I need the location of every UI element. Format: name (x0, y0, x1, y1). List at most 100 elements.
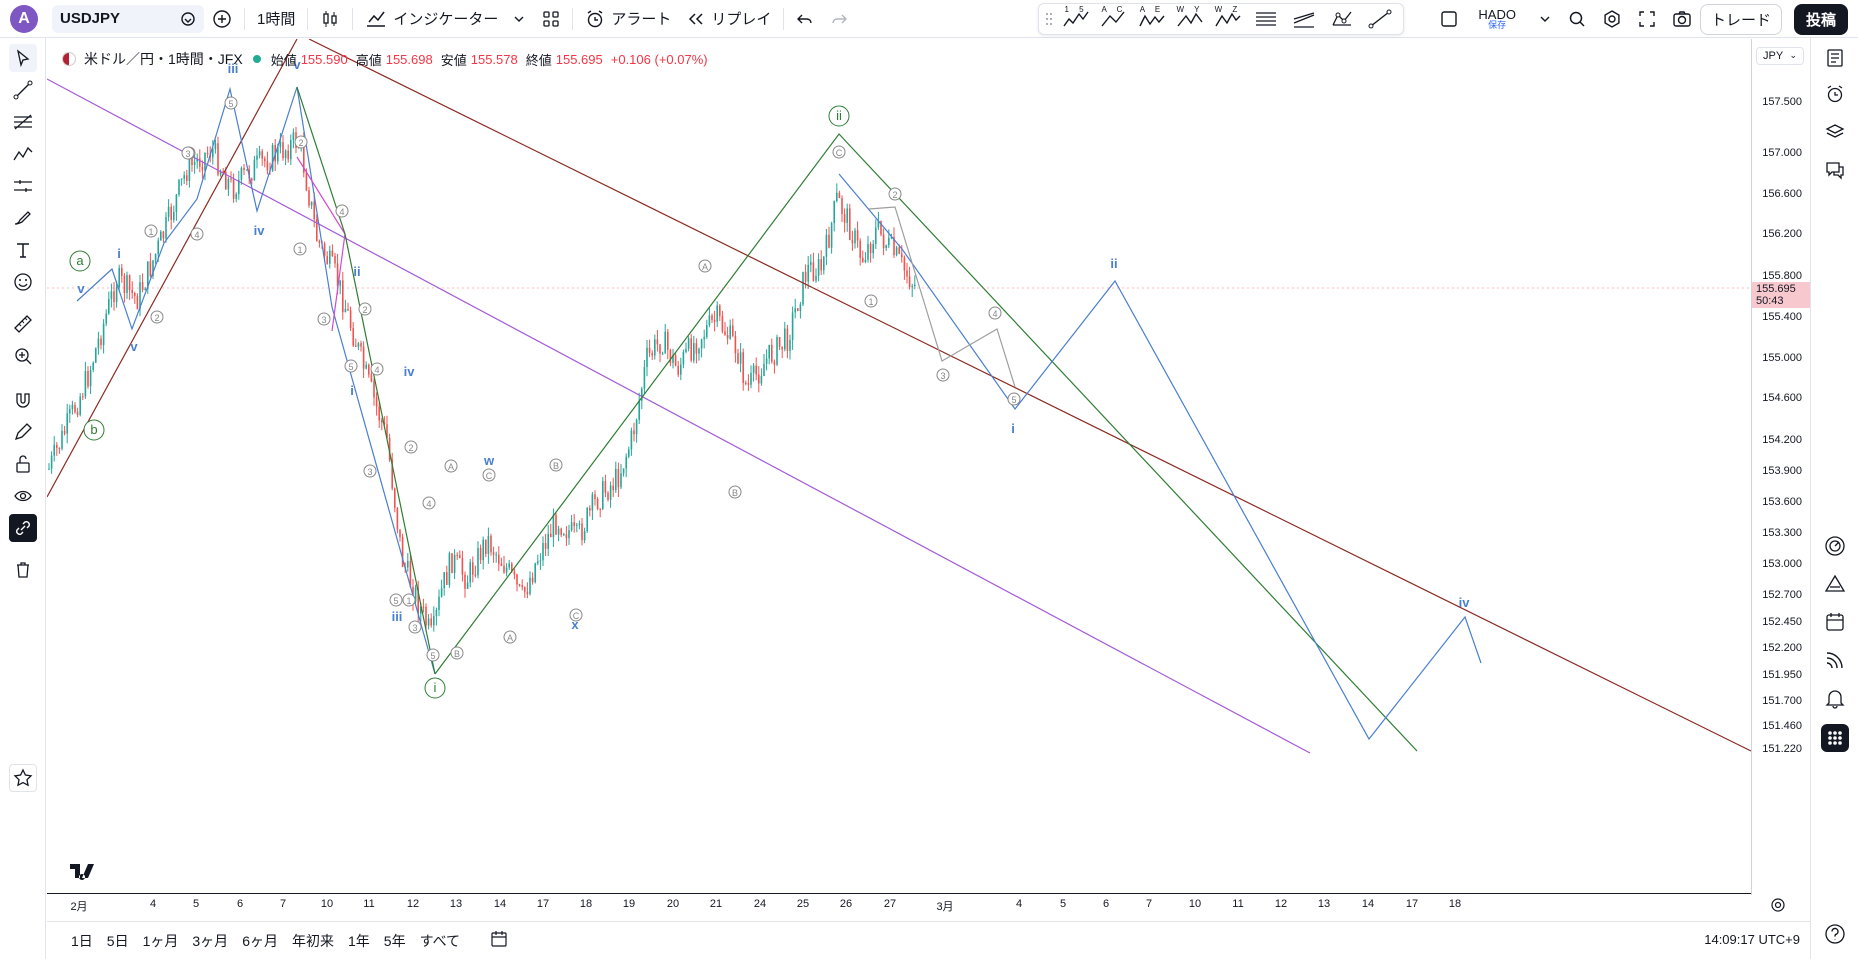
wave-label[interactable]: A (702, 262, 708, 272)
wave-label[interactable]: 3 (185, 149, 190, 159)
wave-label[interactable]: v (293, 57, 301, 72)
wave-label[interactable]: 1 (406, 596, 411, 606)
brush-tool[interactable] (9, 204, 37, 232)
wave-label[interactable]: 5 (393, 596, 398, 606)
trade-button[interactable]: トレード (1699, 3, 1782, 35)
wave-label[interactable]: i (1011, 421, 1015, 436)
object-tree-button[interactable] (1821, 118, 1849, 146)
quick-search-button[interactable] (1560, 0, 1594, 38)
wave-label[interactable]: 2 (154, 313, 159, 323)
zoom-tool[interactable] (9, 342, 37, 370)
drag-handle-icon[interactable] (1045, 11, 1053, 27)
wave-label[interactable]: 5 (430, 651, 435, 661)
wave-label[interactable]: w (483, 453, 495, 468)
wave-label[interactable]: v (77, 281, 85, 296)
currency-selector[interactable]: JPY ⌄ (1756, 47, 1804, 65)
symbol-search[interactable]: USDJPY (52, 4, 204, 33)
elliott-triangle-tool[interactable]: A E (1137, 5, 1167, 31)
wave-label[interactable]: A (448, 462, 454, 472)
wave-label[interactable]: 5 (1011, 395, 1016, 405)
scale-settings-button[interactable] (1770, 897, 1786, 918)
undo-button[interactable] (788, 0, 822, 38)
text-tool[interactable] (9, 236, 37, 264)
wave-label[interactable]: 2 (408, 443, 413, 453)
wave-label[interactable]: ii (836, 108, 842, 123)
wave-label[interactable]: b (90, 422, 97, 437)
wave-label[interactable]: 2 (298, 138, 303, 148)
wave-label[interactable]: 3 (412, 623, 417, 633)
range-button-5[interactable]: 年初来 (291, 932, 334, 949)
forecast-tool[interactable] (9, 172, 37, 200)
alert-button[interactable]: アラート (577, 0, 679, 38)
wave-label[interactable]: 3 (321, 315, 326, 325)
wave-blue-projection[interactable] (838, 173, 1482, 741)
pattern-tool[interactable] (9, 140, 37, 168)
range-button-2[interactable]: 1ヶ月 (142, 932, 179, 949)
wave-label[interactable]: B (553, 461, 559, 471)
settings-button[interactable] (1594, 0, 1630, 38)
wave-label[interactable]: i (350, 383, 354, 398)
tradingview-logo[interactable] (68, 862, 98, 886)
wave-label[interactable]: C (836, 148, 843, 158)
wave-label[interactable]: a (76, 253, 84, 268)
wave-label[interactable]: iii (392, 609, 403, 624)
compare-button[interactable] (204, 0, 240, 38)
wave-label[interactable]: 4 (374, 365, 379, 375)
channel-line-brown-down[interactable] (308, 39, 1751, 752)
wave-green[interactable] (434, 133, 1418, 752)
range-button-1[interactable]: 5日 (106, 932, 129, 949)
trendline-tool[interactable] (9, 76, 37, 104)
elliott-correction-tool[interactable]: A C (1099, 5, 1129, 31)
wave-label[interactable]: 1 (297, 245, 302, 255)
fib-tool[interactable] (9, 108, 37, 136)
wave-label[interactable]: ii (353, 264, 360, 279)
wave-label[interactable]: 3 (367, 467, 372, 477)
wave-label[interactable]: A (507, 633, 513, 643)
wave-label[interactable]: iv (404, 364, 416, 379)
wave-label[interactable]: x (571, 617, 579, 632)
wave-label[interactable]: C (573, 611, 580, 621)
wave-label[interactable]: B (732, 488, 738, 498)
price-scale[interactable]: JPY ⌄ 155.695 50:43 157.500 157.000 156.60… (1751, 39, 1810, 895)
chats-button[interactable] (1821, 156, 1849, 184)
layout-selector[interactable]: HADO 保存 (1432, 0, 1560, 38)
redo-button[interactable] (822, 0, 856, 38)
elliott-triple-combo-tool[interactable]: W Z (1213, 5, 1243, 31)
range-button-3[interactable]: 3ヶ月 (192, 932, 229, 949)
elliott-impulse-tool[interactable]: 1 5 (1061, 5, 1091, 31)
emoji-tool[interactable] (9, 268, 37, 296)
replay-button[interactable]: リプレイ (679, 0, 779, 38)
wave-magenta[interactable] (296, 156, 346, 332)
range-button-4[interactable]: 6ヶ月 (242, 932, 278, 949)
timezone-clock[interactable]: 14:09:17 UTC+9 (1704, 932, 1800, 947)
wave-label[interactable]: 3 (940, 371, 945, 381)
templates-button[interactable] (534, 0, 568, 38)
publish-button[interactable]: 投稿 (1793, 3, 1848, 35)
notifications-button[interactable] (1821, 684, 1849, 712)
range-button-0[interactable]: 1日 (71, 932, 93, 949)
wave-blue-left[interactable] (76, 86, 436, 675)
pine-button[interactable] (1821, 570, 1849, 598)
wave-label[interactable]: iii (228, 61, 239, 76)
wave-label[interactable]: 4 (426, 499, 431, 509)
wave-label[interactable]: C (486, 471, 493, 481)
calendar-button[interactable] (1821, 608, 1849, 636)
products-button[interactable] (1821, 724, 1849, 752)
wave-label[interactable]: 1 (148, 227, 153, 237)
range-button-8[interactable]: すべて (419, 932, 461, 949)
wave-label[interactable]: 1 (868, 297, 873, 307)
goto-date-button[interactable] (486, 927, 512, 954)
range-button-7[interactable]: 5年 (383, 932, 406, 949)
wave-gray-projection[interactable] (868, 206, 1016, 388)
pattern-tool[interactable] (1327, 7, 1357, 31)
wave-label[interactable]: B (454, 649, 460, 659)
news-button[interactable] (1821, 646, 1849, 674)
alerts-button[interactable] (1821, 80, 1849, 108)
wave-label[interactable]: iv (1459, 595, 1471, 610)
horizontal-lines-tool[interactable] (1251, 7, 1281, 31)
range-button-6[interactable]: 1年 (347, 932, 370, 949)
price-chart[interactable]: abiiiiiivivviviiiiviiiwxiiiiv11235421432… (47, 39, 1751, 895)
wave-label[interactable]: ii (1110, 256, 1117, 271)
lock-drawings-tool[interactable] (9, 450, 37, 478)
pitchfork-tool[interactable] (1289, 7, 1319, 31)
